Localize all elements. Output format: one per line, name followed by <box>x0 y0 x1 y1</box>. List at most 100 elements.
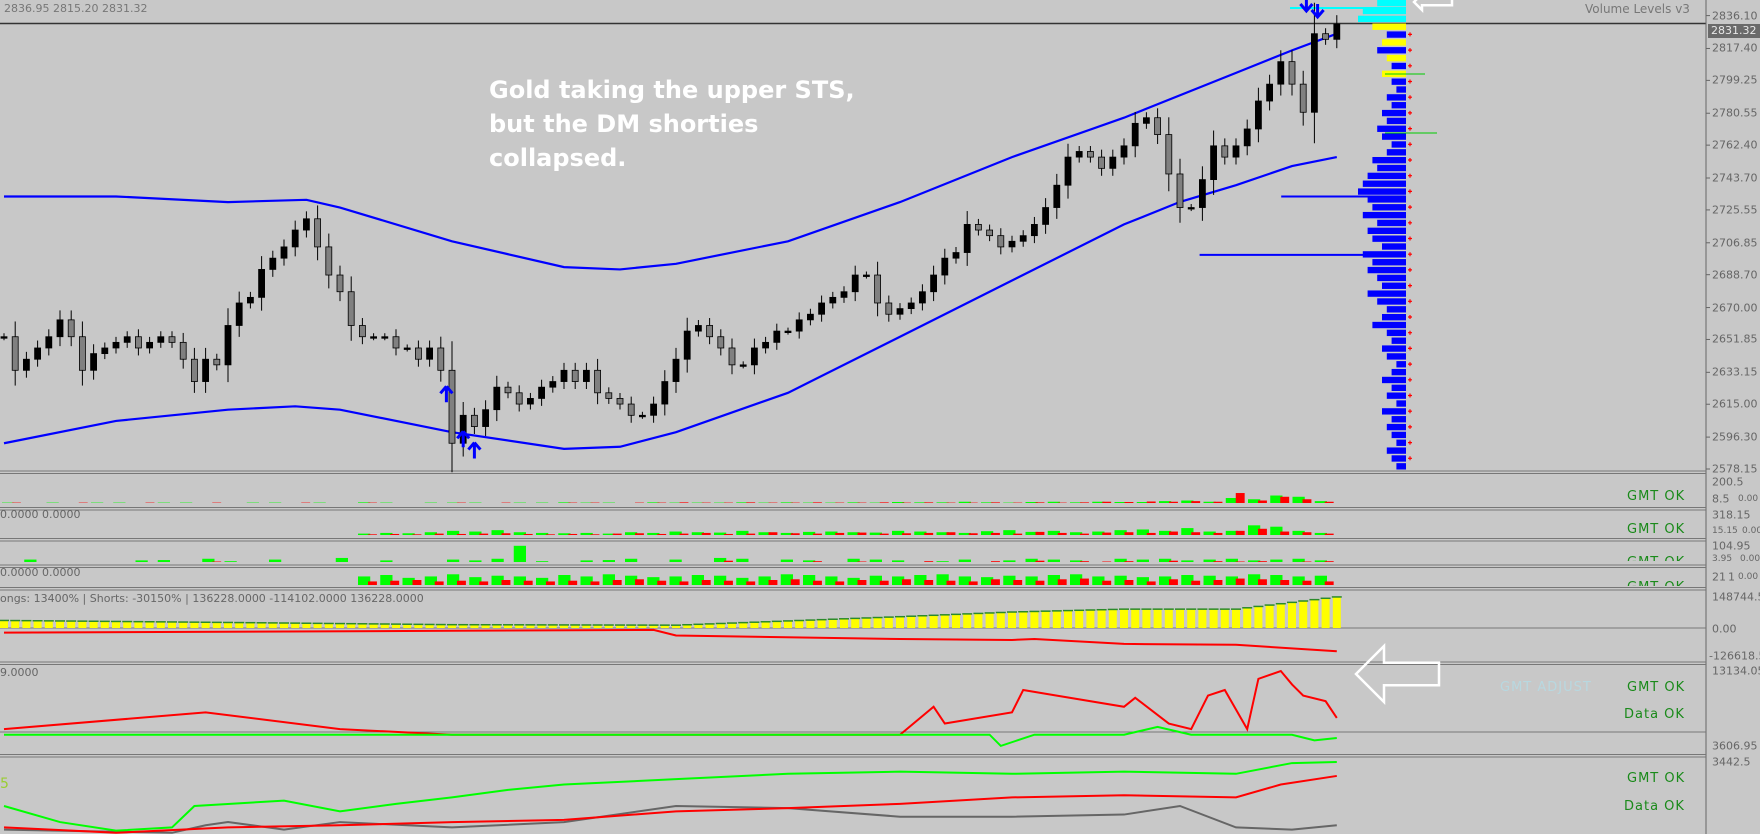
candle-body <box>1266 83 1273 102</box>
volume-profile-bar <box>1386 31 1406 38</box>
volume-bar-up <box>1248 525 1261 535</box>
volume-profile-bar <box>1396 400 1406 407</box>
volume-bar-up <box>780 559 793 562</box>
long-position-bar <box>828 619 837 628</box>
volume-bar-down <box>1124 502 1134 503</box>
long-position-bar <box>0 620 8 628</box>
candle-body <box>134 336 142 349</box>
profile-marker <box>1408 126 1412 131</box>
profile-marker <box>1408 142 1412 147</box>
panel2-gmt-status: GMT OK <box>1627 522 1686 537</box>
volume-bar-down <box>835 581 845 585</box>
volume-bar-up <box>1225 498 1238 503</box>
volume-bar-up <box>780 532 793 535</box>
candle-body <box>818 302 825 315</box>
volume-bar-up <box>1159 530 1172 535</box>
volume-bar-up <box>1114 530 1127 535</box>
candle-body <box>358 325 366 338</box>
volume-bar-up <box>1003 530 1016 535</box>
volume-profile-bar <box>1382 109 1406 117</box>
profile-marker <box>1408 315 1412 319</box>
volume-bar-down <box>657 580 667 585</box>
volume-profile-bar <box>1372 259 1406 266</box>
long-position-bar <box>436 624 445 628</box>
volume-profile-bar <box>1396 439 1406 446</box>
volume-profile-bar <box>1391 141 1406 148</box>
volume-profile-bar <box>1386 392 1406 399</box>
volume-bar-down <box>412 534 422 535</box>
long-position-bar <box>492 624 501 628</box>
volume-bar-up <box>469 531 482 535</box>
candle-body <box>403 347 411 350</box>
volume-bar-up <box>380 532 393 535</box>
long-position-bar <box>302 623 311 628</box>
volume-bar-down <box>1124 561 1134 562</box>
buy-arrow-icon <box>456 430 471 448</box>
long-position-bar <box>1142 609 1151 628</box>
volume-bar-up <box>558 575 571 585</box>
candle-body <box>1210 145 1217 180</box>
volume-bar-up <box>1314 532 1327 535</box>
candle-body <box>123 336 131 343</box>
long-position-bar <box>1232 609 1240 628</box>
volume-bar-down <box>813 502 822 503</box>
volume-bar-down <box>1280 580 1290 585</box>
volume-profile-bar <box>1372 321 1406 329</box>
upper-band-line <box>4 32 1338 271</box>
volume-bar-up <box>936 574 949 585</box>
long-position-bar <box>291 623 300 628</box>
candle-body <box>1232 145 1240 158</box>
volume-bar-down <box>1146 501 1156 503</box>
volume-bar-up <box>447 559 460 562</box>
price-tick-label: 2836.10 <box>1712 9 1758 23</box>
volume-bar-up <box>602 560 615 562</box>
volume-bar-down <box>879 580 889 585</box>
candle-body <box>1019 235 1027 242</box>
volume-bar-down <box>1235 578 1245 585</box>
candle-body <box>639 414 646 418</box>
candle-body <box>851 274 859 293</box>
long-position-bar <box>425 624 434 628</box>
long-position-bar <box>201 622 210 628</box>
volume-bar-up <box>892 530 905 535</box>
volume-bar-down <box>1080 533 1089 535</box>
long-position-bar <box>1220 609 1229 628</box>
volume-bar-down <box>1169 501 1178 503</box>
volume-bar-down <box>501 533 511 535</box>
volume-profile-bar <box>1386 117 1406 125</box>
volume-profile-bar <box>1391 384 1406 391</box>
volume-bar-down <box>768 580 778 585</box>
profile-marker <box>1408 393 1412 398</box>
volume-bar-down <box>679 533 689 535</box>
volume-bar-up <box>1225 558 1238 562</box>
candle-body <box>683 330 691 360</box>
candle-body <box>325 246 333 276</box>
profile-marker <box>1408 205 1412 210</box>
long-position-bar <box>1086 610 1095 628</box>
volume-bar-up <box>1248 560 1261 562</box>
long-position-bar <box>257 622 266 628</box>
volume-bar-down <box>1324 581 1334 585</box>
price-tick-label: 2762.40 <box>1712 138 1758 152</box>
volume-bar-up <box>1270 495 1283 503</box>
long-position-bar <box>1030 611 1039 628</box>
volume-bar-down <box>1146 532 1156 535</box>
panel3-gmt-status: GMT OK <box>1627 555 1686 570</box>
profile-marker <box>1408 110 1412 115</box>
volume-bar-up <box>1136 577 1149 585</box>
candle-body <box>594 369 601 394</box>
candle-body <box>302 218 310 231</box>
volume-bar-down <box>457 580 466 585</box>
volume-bar-up <box>335 557 348 562</box>
long-position-bar <box>414 624 423 628</box>
volume-bar-up <box>825 531 838 535</box>
volume-bar-down <box>1235 530 1245 535</box>
volume-bar-up <box>847 558 860 562</box>
candle-body <box>11 336 19 371</box>
volume-bar-up <box>491 530 504 535</box>
volume-bar-up <box>958 576 971 585</box>
volume-bar-down <box>546 581 555 585</box>
volume-bar-up <box>625 558 638 562</box>
long-position-bar <box>1153 609 1162 628</box>
